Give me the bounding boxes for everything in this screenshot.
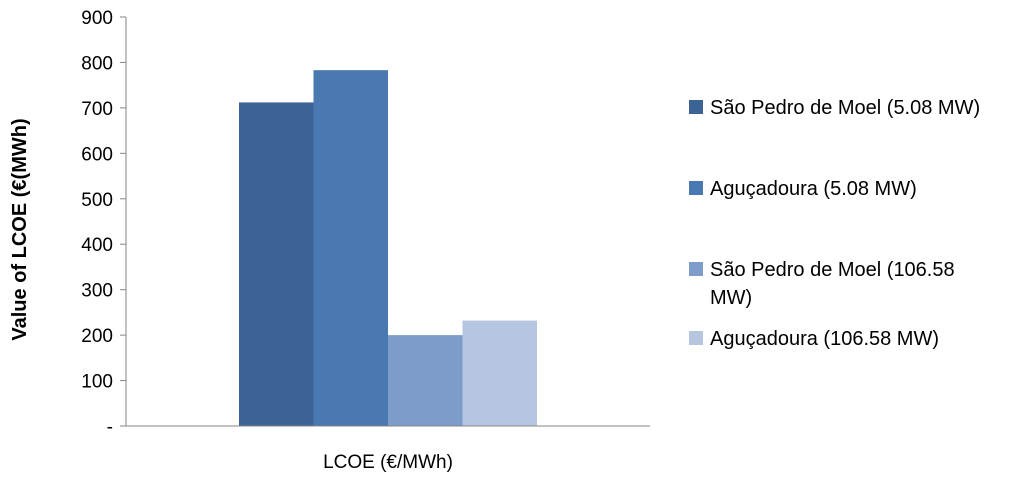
legend-label-line: Aguçadoura (106.58 MW) (710, 328, 939, 350)
legend-label-line: MW) (710, 287, 752, 309)
bars (239, 70, 537, 427)
x-tick-label: LCOE (€/MWh) (323, 452, 453, 473)
x-axis: LCOE (€/MWh) (126, 425, 650, 473)
legend-swatch (689, 100, 703, 114)
legend-item: Aguçadoura (5.08 MW) (689, 178, 917, 200)
legend-label: Aguçadoura (5.08 MW) (710, 178, 917, 200)
y-tick-label: 300 (81, 281, 113, 302)
y-tick-label: 500 (81, 190, 113, 211)
legend-swatch (689, 262, 703, 276)
y-tick-label: 600 (81, 144, 113, 165)
y-tick-label: 200 (81, 326, 113, 347)
legend-swatch (689, 181, 703, 195)
y-axis: - 100 200 300 400 500 600 700 800 900 (81, 8, 127, 438)
bar-series-4 (462, 320, 537, 426)
y-tick-label: 700 (81, 99, 113, 120)
legend-label: Aguçadoura (106.58 MW) (710, 328, 939, 350)
legend-label-line: São Pedro de Moel (5.08 MW) (710, 97, 980, 119)
legend-item: São Pedro de Moel (106.58 MW) (689, 259, 955, 309)
y-tick-label: 800 (81, 53, 113, 74)
legend-label: São Pedro de Moel (106.58 MW) (710, 259, 955, 309)
legend-item: São Pedro de Moel (5.08 MW) (689, 97, 980, 119)
y-tick-label: 100 (81, 372, 113, 393)
bar-series-3 (388, 335, 463, 426)
bar-series-1 (239, 102, 314, 427)
y-axis-label: Value of LCOE (€(MWh) (9, 118, 31, 340)
legend-label-line: São Pedro de Moel (106.58 (710, 259, 955, 281)
legend-swatch (689, 331, 703, 345)
bar-series-2 (313, 70, 388, 427)
legend-item: Aguçadoura (106.58 MW) (689, 328, 939, 350)
legend: São Pedro de Moel (5.08 MW) Aguçadoura (5… (689, 97, 980, 350)
legend-label: São Pedro de Moel (5.08 MW) (710, 97, 980, 119)
y-tick-label: 400 (81, 235, 113, 256)
legend-label-line: Aguçadoura (5.08 MW) (710, 178, 917, 200)
y-tick-label: 900 (81, 8, 113, 29)
y-tick-label: - (107, 417, 113, 438)
